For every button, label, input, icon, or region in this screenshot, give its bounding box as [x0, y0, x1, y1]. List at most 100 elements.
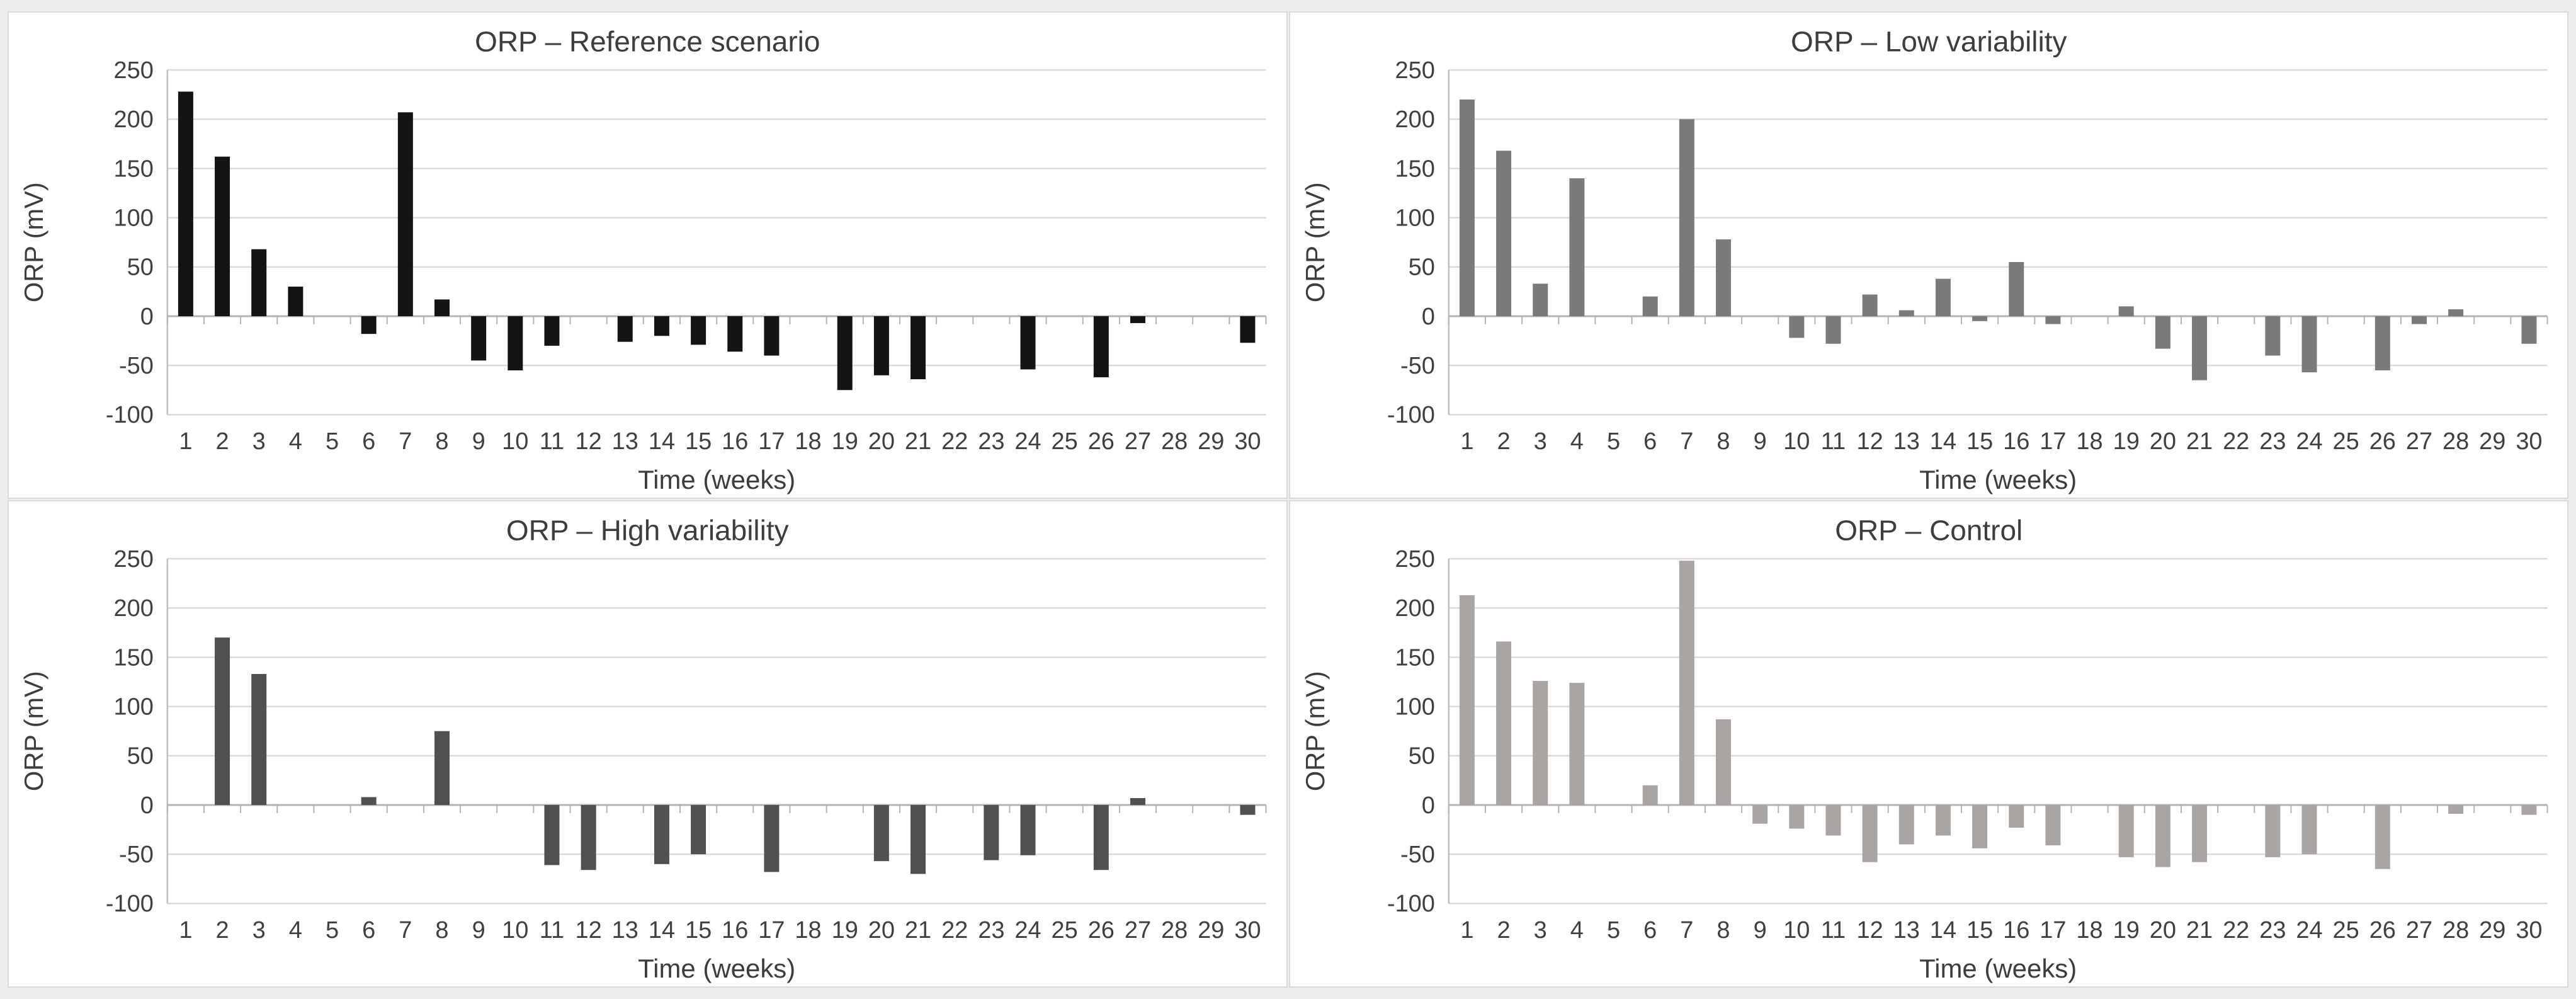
bar-week-24	[1020, 804, 1036, 855]
x-axis-title: Time (weeks)	[638, 954, 795, 983]
bar-week-26	[2375, 804, 2390, 869]
bar-week-10	[508, 316, 523, 370]
x-tick-label: 11	[540, 917, 564, 944]
bar-week-14	[654, 316, 669, 336]
y-tick-label: 200	[1395, 106, 1434, 133]
chart-panel-low-variability: 250 200 150 100 50 0 -50 -100 1 2 3 4 5 6 7 8 9 10 11 12 13 1…	[1288, 11, 2568, 499]
chart-panel-control: 250 200 150 100 50 0 -50 -100 1 2 3 4 5 6 7 8 9 10 11 12 13 1…	[1288, 500, 2568, 988]
x-tick-label: 25	[2332, 917, 2359, 944]
x-tick-label: 6	[1643, 917, 1657, 944]
y-tick-label: 0	[140, 792, 154, 819]
x-tick-label: 20	[868, 917, 895, 944]
x-tick-label: 2	[215, 428, 229, 455]
y-tick-label: 0	[1421, 304, 1434, 330]
bar-week-15	[691, 804, 706, 855]
x-tick-label: 30	[2516, 917, 2542, 944]
y-tick-label: 150	[1395, 156, 1434, 182]
x-tick-label: 6	[362, 428, 375, 455]
y-tick-label: -50	[119, 353, 154, 379]
bar-week-11	[544, 316, 560, 346]
bar-week-10	[1788, 804, 1804, 829]
y-tick-label: -50	[1400, 353, 1434, 379]
bar-week-30	[1240, 804, 1256, 815]
bar-week-30	[1240, 316, 1256, 343]
bar-week-21	[911, 804, 926, 874]
y-tick-label: -100	[1387, 402, 1434, 428]
x-tick-label: 26	[1088, 917, 1115, 944]
x-tick-label: 12	[1856, 917, 1883, 944]
bar-week-17	[764, 804, 780, 872]
x-tick-label: 4	[289, 917, 302, 944]
x-tick-label: 22	[941, 917, 968, 944]
x-tick-label: 23	[978, 917, 1004, 944]
x-axis-title: Time (weeks)	[1919, 954, 2077, 983]
y-tick-label: 50	[127, 254, 154, 281]
bar-week-14	[1935, 804, 1951, 836]
x-tick-label: 2	[215, 917, 229, 944]
bar-week-27	[1130, 316, 1145, 323]
x-tick-label: 28	[2443, 428, 2469, 455]
x-tick-label: 27	[2405, 428, 2432, 455]
x-tick-label: 30	[1234, 428, 1261, 455]
x-tick-label: 3	[252, 428, 266, 455]
bar-week-19	[2118, 306, 2134, 316]
x-tick-label: 20	[2149, 428, 2176, 455]
x-tick-label: 19	[832, 917, 858, 944]
bar-week-23	[2264, 804, 2280, 857]
bar-week-21	[911, 316, 926, 380]
bar-week-7	[1679, 561, 1694, 805]
y-tick-label: 0	[140, 304, 154, 330]
y-tick-label: 250	[113, 57, 153, 84]
x-tick-label: 25	[2332, 428, 2359, 455]
x-tick-label: 17	[2040, 917, 2066, 944]
y-tick-label: 200	[113, 106, 153, 133]
bar-week-16	[2008, 261, 2024, 316]
x-tick-label: 6	[362, 917, 375, 944]
bar-week-14	[1935, 278, 1951, 316]
y-tick-label: 250	[1395, 57, 1434, 84]
bar-week-26	[2375, 316, 2390, 370]
x-tick-label: 26	[2369, 428, 2395, 455]
y-tick-label: 100	[1395, 694, 1434, 721]
x-tick-label: 9	[472, 917, 485, 944]
y-tick-label: -100	[1387, 891, 1434, 917]
bar-week-14	[654, 804, 669, 864]
bar-week-12	[1862, 804, 1878, 862]
y-tick-label: 0	[1421, 792, 1434, 819]
x-tick-label: 12	[576, 428, 602, 455]
x-tick-label: 12	[1856, 428, 1883, 455]
x-tick-label: 7	[399, 428, 412, 455]
chart-title: ORP – Control	[1835, 515, 2023, 547]
x-tick-label: 21	[905, 428, 931, 455]
bar-week-21	[2191, 316, 2207, 380]
y-tick-label: 150	[113, 644, 153, 671]
x-tick-label: 1	[1460, 428, 1473, 455]
x-tick-label: 29	[2479, 917, 2505, 944]
bar-week-9	[1752, 804, 1767, 824]
x-tick-label: 18	[795, 428, 821, 455]
x-tick-label: 13	[612, 917, 638, 944]
bar-week-17	[764, 316, 780, 356]
x-tick-label: 16	[2003, 917, 2029, 944]
bar-week-8	[434, 299, 450, 316]
x-tick-label: 23	[2259, 428, 2286, 455]
y-tick-label: -50	[119, 842, 154, 868]
bar-week-20	[2155, 804, 2170, 867]
bar-week-24	[1020, 316, 1036, 370]
y-axis-title: ORP (mV)	[1300, 182, 1329, 302]
bar-week-21	[2191, 804, 2207, 862]
bar-week-19	[2118, 804, 2134, 857]
bar-week-30	[2521, 804, 2536, 815]
y-tick-label: 200	[1395, 595, 1434, 622]
x-tick-label: 13	[612, 428, 638, 455]
x-tick-label: 24	[2296, 428, 2322, 455]
x-tick-label: 5	[1606, 428, 1620, 455]
bar-week-1	[178, 91, 193, 316]
x-tick-label: 7	[1680, 428, 1693, 455]
bar-week-27	[1130, 798, 1145, 805]
x-tick-label: 24	[1014, 917, 1041, 944]
x-tick-label: 25	[1052, 428, 1078, 455]
x-tick-label: 25	[1052, 917, 1078, 944]
